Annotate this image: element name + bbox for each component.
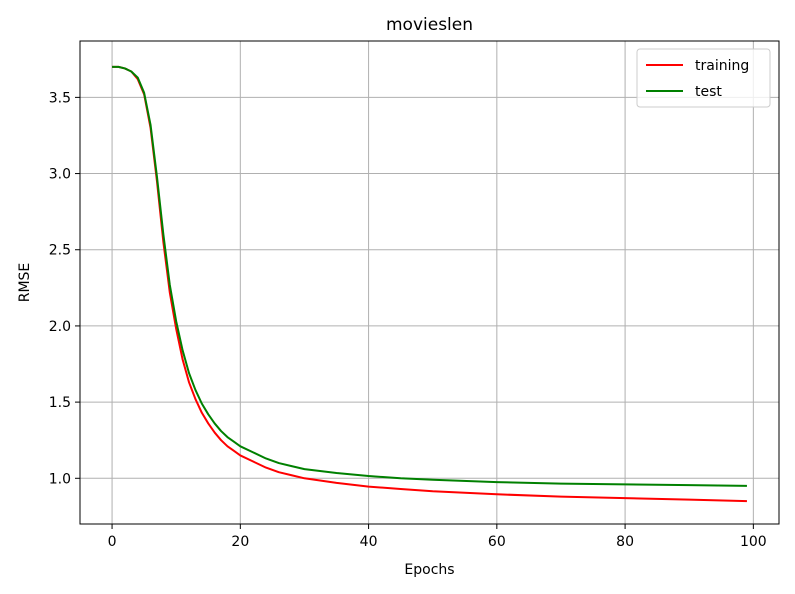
y-ticks: 1.0 1.5 2.0 2.5 3.0 3.5 [49,90,80,487]
legend: training test [636,48,771,108]
y-axis-title: RMSE [17,263,33,303]
legend-label-training: training [695,58,749,74]
x-tick-label: 20 [231,534,249,550]
series-line-test [112,65,747,487]
y-tick-label: 3.0 [49,167,71,183]
legend-label-test: test [695,84,722,100]
x-tick-label: 0 [108,534,117,550]
y-tick-label: 1.5 [49,395,71,411]
y-tick-label: 3.5 [49,90,71,106]
x-tick-label: 40 [360,534,378,550]
x-axis-title: Epochs [404,562,454,578]
plot-frame [79,40,780,525]
y-tick-label: 1.0 [49,471,71,487]
y-tick-label: 2.5 [49,243,71,259]
x-tick-label: 100 [740,534,767,550]
legend-box [636,48,771,108]
chart-title: movieslen [386,15,473,35]
x-tick-label: 60 [488,534,506,550]
x-ticks: 0 20 40 60 80 100 [108,524,767,550]
x-tick-label: 80 [616,534,634,550]
y-tick-label: 2.0 [49,319,71,335]
series-lines [112,65,747,503]
